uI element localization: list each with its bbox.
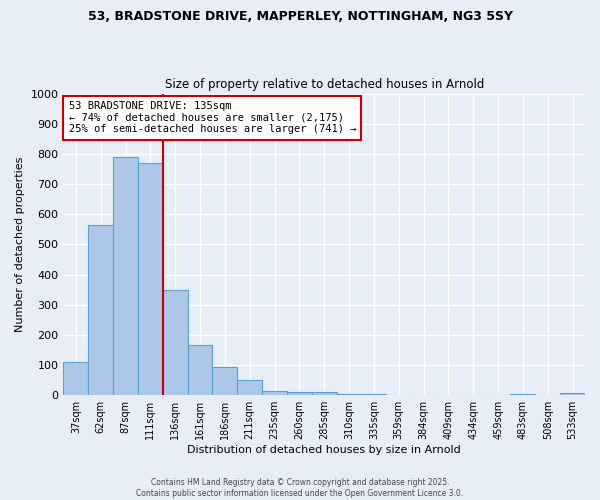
Bar [212, 366, 237, 395]
Bar [337, 394, 361, 395]
Text: 53 BRADSTONE DRIVE: 135sqm
← 74% of detached houses are smaller (2,175)
25% of s: 53 BRADSTONE DRIVE: 135sqm ← 74% of deta… [68, 101, 356, 134]
Bar [113, 157, 138, 395]
Bar [138, 163, 163, 395]
Title: Size of property relative to detached houses in Arnold: Size of property relative to detached ho… [164, 78, 484, 91]
Bar [511, 394, 535, 395]
Bar [287, 392, 312, 395]
Bar [560, 393, 585, 395]
X-axis label: Distribution of detached houses by size in Arnold: Distribution of detached houses by size … [187, 445, 461, 455]
Bar [163, 290, 188, 395]
Bar [64, 362, 88, 395]
Y-axis label: Number of detached properties: Number of detached properties [15, 156, 25, 332]
Bar [188, 346, 212, 395]
Bar [361, 394, 386, 395]
Text: 53, BRADSTONE DRIVE, MAPPERLEY, NOTTINGHAM, NG3 5SY: 53, BRADSTONE DRIVE, MAPPERLEY, NOTTINGH… [88, 10, 512, 23]
Text: Contains HM Land Registry data © Crown copyright and database right 2025.
Contai: Contains HM Land Registry data © Crown c… [136, 478, 464, 498]
Bar [262, 390, 287, 395]
Bar [88, 225, 113, 395]
Bar [237, 380, 262, 395]
Bar [312, 392, 337, 395]
